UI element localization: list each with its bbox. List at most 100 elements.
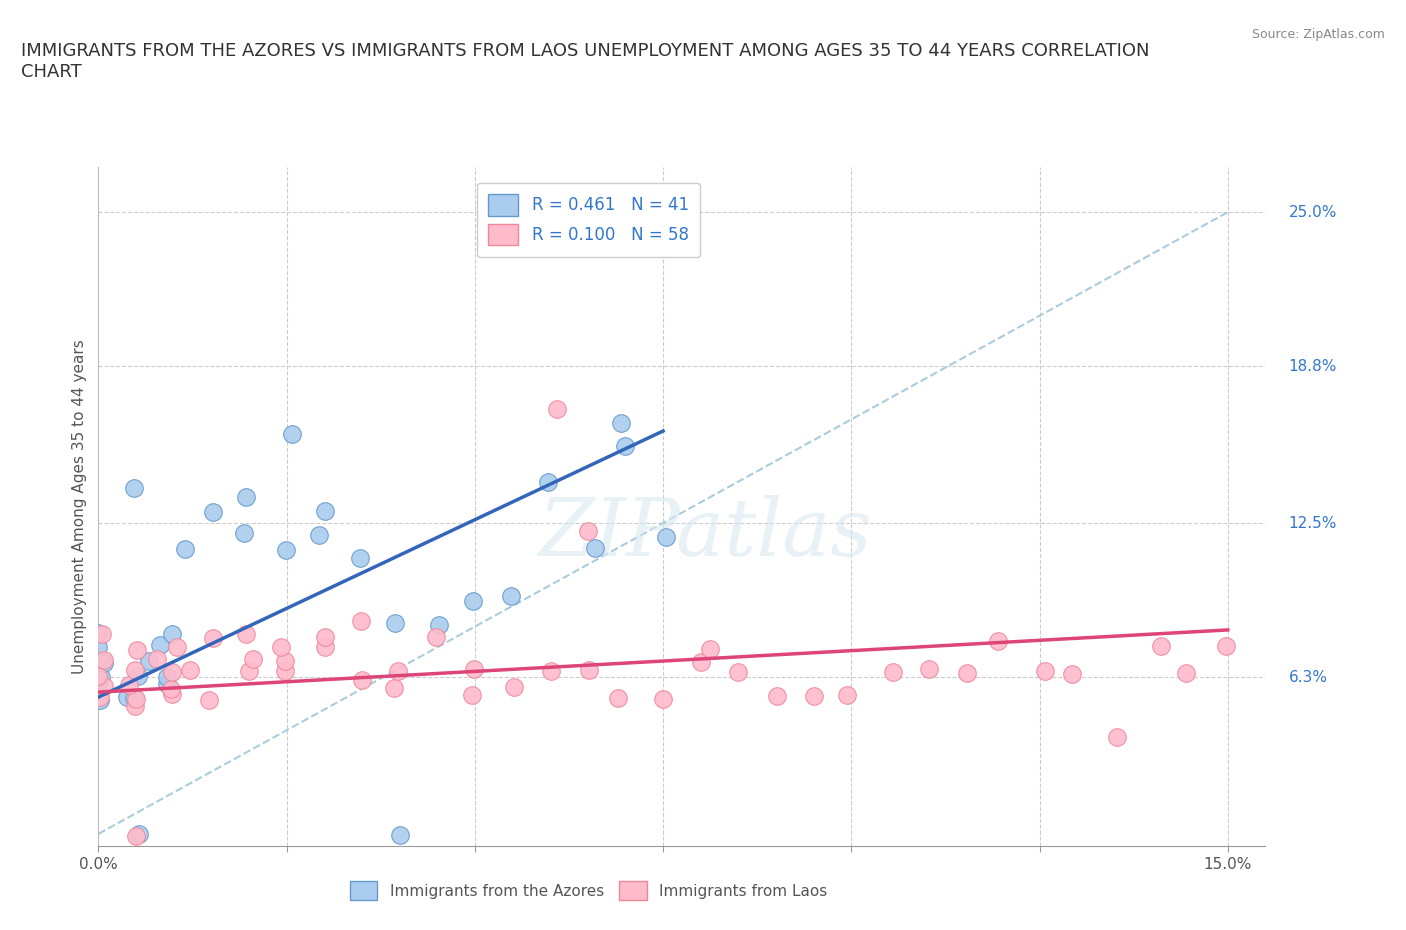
- Point: [614, 438, 637, 453]
- Point: [503, 679, 526, 694]
- Point: [427, 618, 450, 632]
- Point: [86, 640, 108, 655]
- Point: [179, 663, 201, 678]
- Point: [86, 626, 108, 641]
- Point: [918, 661, 941, 676]
- Point: [117, 678, 139, 693]
- Point: [314, 630, 336, 644]
- Point: [125, 692, 148, 707]
- Point: [202, 631, 225, 645]
- Point: [384, 616, 406, 631]
- Point: [349, 551, 371, 565]
- Point: [690, 655, 713, 670]
- Point: [155, 676, 177, 691]
- Text: Source: ZipAtlas.com: Source: ZipAtlas.com: [1251, 28, 1385, 41]
- Point: [159, 681, 181, 696]
- Point: [461, 593, 484, 608]
- Point: [160, 686, 183, 701]
- Point: [314, 504, 336, 519]
- Point: [727, 665, 749, 680]
- Text: 25.0%: 25.0%: [1289, 205, 1337, 219]
- Point: [583, 540, 606, 555]
- Point: [145, 652, 167, 667]
- Point: [148, 637, 170, 652]
- Point: [463, 662, 485, 677]
- Point: [382, 680, 405, 695]
- Point: [87, 669, 110, 684]
- Point: [1105, 730, 1128, 745]
- Point: [124, 480, 146, 495]
- Point: [1150, 639, 1173, 654]
- Point: [1215, 638, 1237, 653]
- Point: [77, 643, 100, 658]
- Point: [882, 665, 904, 680]
- Point: [610, 415, 633, 430]
- Point: [124, 663, 146, 678]
- Point: [270, 639, 292, 654]
- Point: [90, 626, 112, 641]
- Legend: Immigrants from the Azores, Immigrants from Laos: Immigrants from the Azores, Immigrants f…: [344, 875, 834, 907]
- Point: [501, 588, 523, 603]
- Point: [956, 666, 979, 681]
- Point: [699, 642, 721, 657]
- Point: [546, 401, 568, 416]
- Point: [160, 627, 183, 642]
- Point: [537, 475, 560, 490]
- Point: [803, 689, 825, 704]
- Point: [89, 693, 111, 708]
- Text: IMMIGRANTS FROM THE AZORES VS IMMIGRANTS FROM LAOS UNEMPLOYMENT AMONG AGES 35 TO: IMMIGRANTS FROM THE AZORES VS IMMIGRANTS…: [21, 42, 1150, 81]
- Point: [578, 663, 600, 678]
- Point: [174, 541, 197, 556]
- Point: [242, 652, 264, 667]
- Point: [274, 654, 297, 669]
- Point: [198, 693, 221, 708]
- Point: [238, 663, 260, 678]
- Point: [138, 654, 160, 669]
- Point: [987, 633, 1010, 648]
- Point: [576, 524, 599, 538]
- Point: [87, 677, 110, 692]
- Point: [125, 829, 148, 844]
- Y-axis label: Unemployment Among Ages 35 to 44 years: Unemployment Among Ages 35 to 44 years: [72, 339, 87, 674]
- Point: [201, 505, 224, 520]
- Point: [314, 639, 336, 654]
- Point: [89, 689, 111, 704]
- Point: [124, 698, 146, 713]
- Point: [1175, 665, 1198, 680]
- Text: 6.3%: 6.3%: [1289, 670, 1327, 684]
- Point: [160, 664, 183, 679]
- Text: ZIPatlas: ZIPatlas: [538, 496, 872, 573]
- Point: [387, 663, 409, 678]
- Point: [461, 687, 484, 702]
- Point: [308, 527, 330, 542]
- Point: [388, 828, 411, 843]
- Text: 18.8%: 18.8%: [1289, 359, 1337, 374]
- Point: [540, 664, 562, 679]
- Point: [766, 689, 789, 704]
- Point: [90, 670, 112, 684]
- Point: [1033, 663, 1056, 678]
- Point: [835, 687, 858, 702]
- Point: [124, 690, 146, 705]
- Point: [274, 664, 297, 679]
- Point: [350, 614, 373, 629]
- Point: [115, 689, 138, 704]
- Point: [128, 827, 150, 842]
- Text: 12.5%: 12.5%: [1289, 515, 1337, 530]
- Point: [607, 690, 630, 705]
- Point: [652, 692, 675, 707]
- Point: [281, 426, 304, 441]
- Point: [127, 643, 149, 658]
- Point: [156, 670, 179, 684]
- Point: [127, 669, 149, 684]
- Point: [232, 525, 254, 540]
- Point: [655, 529, 678, 544]
- Point: [235, 627, 257, 642]
- Point: [350, 672, 373, 687]
- Point: [166, 639, 188, 654]
- Point: [1060, 667, 1083, 682]
- Point: [93, 656, 115, 671]
- Point: [93, 652, 115, 667]
- Point: [235, 489, 257, 504]
- Point: [425, 630, 447, 644]
